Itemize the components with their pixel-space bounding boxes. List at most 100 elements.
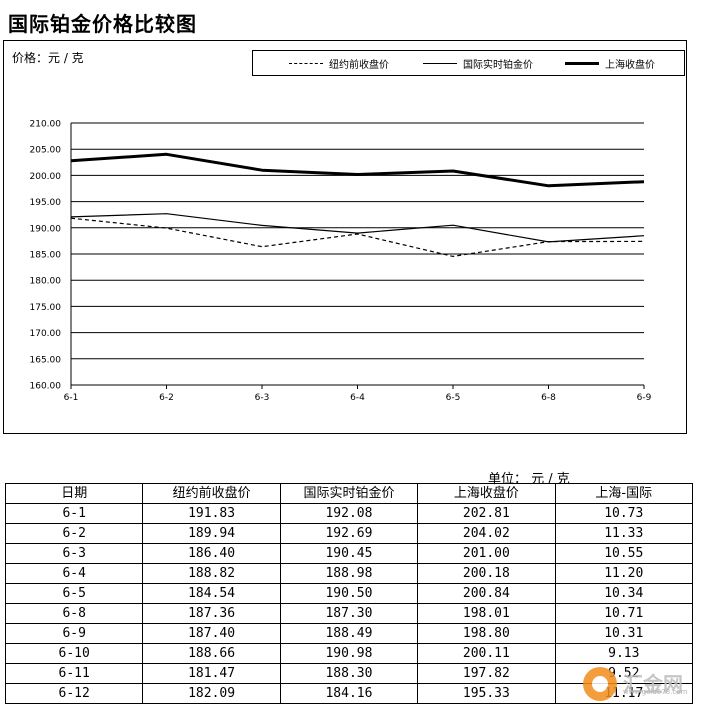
header-shanghai-close: 上海收盘价 [417, 483, 556, 504]
cell-spread: 10.31 [554, 623, 694, 644]
x-tick-label: 6-3 [255, 393, 270, 403]
x-tick-label: 6-2 [159, 393, 174, 403]
cell-intl-realtime: 190.98 [279, 643, 419, 664]
y-tick-label: 170.00 [30, 329, 62, 339]
legend-label: 上海收盘价 [605, 59, 655, 71]
cell-ny-close: 191.83 [142, 503, 281, 524]
chart-panel: 价格：元 / 克 210.00 205.00 200.00 195.00 190.00 1… [3, 40, 687, 434]
cell-ny-close: 187.36 [142, 603, 281, 624]
cell-date: 6-8 [4, 603, 144, 624]
cell-date: 6-5 [4, 583, 144, 604]
header-spread: 上海-国际 [554, 483, 694, 504]
cell-intl-realtime: 190.45 [279, 543, 419, 564]
cell-intl-realtime: 188.30 [279, 663, 419, 684]
cell-shanghai-close: 201.00 [417, 543, 556, 564]
cell-date: 6-2 [4, 523, 144, 544]
legend-dashed-line-icon [289, 62, 323, 64]
cell-spread: 10.71 [554, 603, 694, 624]
y-axis-label: 价格：元 / 克 [12, 51, 84, 65]
cell-spread: 11.33 [554, 523, 694, 544]
cell-date: 6-11 [4, 663, 144, 684]
legend-thin-line-icon [423, 62, 457, 64]
cell-spread: 9.13 [554, 643, 694, 664]
y-tick-label: 180.00 [30, 277, 62, 287]
header-intl-realtime: 国际实时铂金价 [279, 483, 419, 504]
table-row: 6-10 188.66 190.98 200.11 9.13 [4, 643, 694, 664]
legend-thick-line-icon [565, 61, 599, 65]
x-tick-label: 6-5 [446, 393, 461, 403]
cell-ny-close: 184.54 [142, 583, 281, 604]
page-title: 国际铂金价格比较图 [8, 12, 197, 36]
cell-intl-realtime: 192.69 [279, 523, 419, 544]
table-header-row: 日期 纽约前收盘价 国际实时铂金价 上海收盘价 上海-国际 [4, 483, 694, 504]
cell-shanghai-close: 200.18 [417, 563, 556, 584]
y-tick-label: 165.00 [30, 355, 62, 365]
cell-intl-realtime: 192.08 [279, 503, 419, 524]
series-line-2 [70, 152, 645, 188]
cell-ny-close: 187.40 [142, 623, 281, 644]
table-row: 6-8 187.36 187.30 198.01 10.71 [4, 603, 694, 624]
cell-shanghai-close: 200.84 [417, 583, 556, 604]
cell-shanghai-close: 204.02 [417, 523, 556, 544]
cell-intl-realtime: 188.49 [279, 623, 419, 644]
table-row: 6-1 191.83 192.08 202.81 10.73 [4, 503, 694, 524]
cell-ny-close: 181.47 [142, 663, 281, 684]
cell-intl-realtime: 184.16 [279, 683, 419, 704]
y-tick-label: 205.00 [30, 146, 62, 156]
cell-ny-close: 188.82 [142, 563, 281, 584]
x-tick-label: 6-1 [64, 393, 79, 403]
cell-date: 6-9 [4, 623, 144, 644]
cell-shanghai-close: 200.11 [417, 643, 556, 664]
y-tick-label: 190.00 [30, 224, 62, 234]
cell-ny-close: 186.40 [142, 543, 281, 564]
line-chart: 210.00 205.00 200.00 195.00 190.00 185.00 180.… [30, 120, 652, 404]
table-row: 6-2 189.94 192.69 204.02 11.33 [4, 523, 694, 544]
cell-date: 6-12 [4, 683, 144, 704]
cell-date: 6-4 [4, 563, 144, 584]
table-row: 6-3 186.40 190.45 201.00 10.55 [4, 543, 694, 564]
cell-spread: 11.20 [554, 563, 694, 584]
legend-item-ny-close: 纽约前收盘价 [289, 51, 389, 75]
header-date: 日期 [4, 483, 144, 504]
cell-intl-realtime: 190.50 [279, 583, 419, 604]
cell-ny-close: 182.09 [142, 683, 281, 704]
watermark-logo: 汇金网 www.gold678.com [583, 664, 698, 704]
price-comparison-table: 日期 纽约前收盘价 国际实时铂金价 上海收盘价 上海-国际 6-1 191.83 1… [4, 483, 694, 704]
legend-item-intl-realtime: 国际实时铂金价 [423, 51, 533, 75]
y-tick-label: 185.00 [30, 251, 62, 261]
y-tick-label: 210.00 [30, 120, 62, 130]
logo-circle-icon [583, 667, 617, 701]
cell-shanghai-close: 198.01 [417, 603, 556, 624]
table-row: 6-4 188.82 188.98 200.18 11.20 [4, 563, 694, 584]
cell-spread: 10.34 [554, 583, 694, 604]
table-row: 6-9 187.40 188.49 198.80 10.31 [4, 623, 694, 644]
series-line-0 [70, 217, 645, 257]
legend-label: 国际实时铂金价 [463, 59, 533, 71]
cell-date: 6-10 [4, 643, 144, 664]
cell-spread: 10.55 [554, 543, 694, 564]
x-tick-label: 6-4 [350, 393, 365, 403]
cell-date: 6-1 [4, 503, 144, 524]
table-row: 6-5 184.54 190.50 200.84 10.34 [4, 583, 694, 604]
cell-shanghai-close: 202.81 [417, 503, 556, 524]
legend-item-shanghai-close: 上海收盘价 [565, 51, 655, 75]
legend-label: 纽约前收盘价 [329, 59, 389, 71]
y-tick-label: 195.00 [30, 198, 62, 208]
cell-date: 6-3 [4, 543, 144, 564]
x-tick-label: 6-9 [637, 393, 652, 403]
y-tick-label: 160.00 [30, 382, 62, 392]
cell-spread: 10.73 [554, 503, 694, 524]
header-ny-close: 纽约前收盘价 [142, 483, 281, 504]
cell-intl-realtime: 187.30 [279, 603, 419, 624]
x-tick-label: 6-8 [541, 393, 556, 403]
cell-shanghai-close: 195.33 [417, 683, 556, 704]
cell-ny-close: 189.94 [142, 523, 281, 544]
y-tick-label: 200.00 [30, 172, 62, 182]
chart-legend: 纽约前收盘价 国际实时铂金价 上海收盘价 [252, 50, 685, 76]
cell-intl-realtime: 188.98 [279, 563, 419, 584]
y-tick-label: 175.00 [30, 303, 62, 313]
watermark-url: www.gold678.com [623, 688, 688, 696]
table-row: 6-12 182.09 184.16 195.33 11.17 [4, 683, 694, 704]
cell-ny-close: 188.66 [142, 643, 281, 664]
cell-shanghai-close: 198.80 [417, 623, 556, 644]
